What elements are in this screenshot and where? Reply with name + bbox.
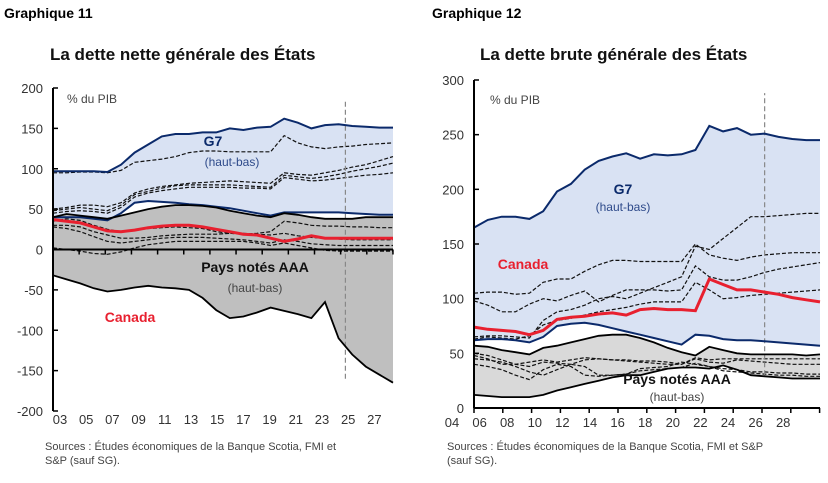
y-tick-label: 100 — [442, 292, 464, 307]
x-tick-label: 23 — [315, 412, 329, 427]
aaa-upper-line — [473, 333, 821, 357]
g7-member-line — [53, 134, 394, 174]
g7-label: G7 — [614, 181, 633, 197]
g7-member-line — [473, 243, 820, 295]
x-tick-label: 21 — [289, 412, 303, 427]
x-tick-label: 04 — [445, 415, 459, 430]
aaa-sublabel: (haut-bas) — [228, 281, 283, 295]
band-g7 — [53, 118, 393, 221]
y-unit-label: % du PIB — [490, 93, 540, 107]
aaa-upper-line — [52, 204, 393, 220]
aaa-member-line — [52, 218, 393, 235]
chart-title: La dette nette générale des États — [50, 45, 315, 64]
g7-member-line — [52, 172, 394, 214]
x-tick-label: 19 — [262, 412, 276, 427]
x-tick-label: 20 — [666, 415, 680, 430]
x-tick-label: 11 — [158, 412, 172, 427]
chart-2: Graphique 12 La dette brute générale des … — [432, 5, 821, 467]
aaa-sublabel: (haut-bas) — [650, 390, 705, 404]
canada-label: Canada — [105, 309, 156, 325]
y-tick-label: 50 — [450, 346, 464, 361]
x-tick-label: 08 — [500, 415, 514, 430]
g7-sublabel: (haut-bas) — [205, 155, 260, 169]
y-tick-label: 300 — [442, 73, 464, 88]
y-tick-label: 200 — [21, 81, 43, 96]
y-tick-label: -50 — [24, 283, 43, 298]
x-tick-label: 09 — [131, 412, 145, 427]
g7-label: G7 — [204, 133, 223, 149]
x-tick-label: 14 — [583, 415, 597, 430]
x-tick-label: 03 — [53, 412, 67, 427]
y-tick-label: 150 — [21, 121, 43, 136]
g7-lower-line — [473, 321, 821, 347]
g7-member-line — [52, 162, 394, 212]
y-tick-label: 50 — [29, 202, 43, 217]
aaa-label: Pays notés AAA — [623, 371, 731, 387]
aaa-label: Pays notés AAA — [201, 259, 309, 275]
x-tick-label: 05 — [79, 412, 93, 427]
x-tick-label: 16 — [610, 415, 624, 430]
y-tick-label: 200 — [442, 182, 464, 197]
x-tick-label: 25 — [341, 412, 355, 427]
y-unit-label: % du PIB — [67, 92, 117, 106]
sources-note: (sauf SG). — [447, 455, 497, 467]
y-tick-label: -200 — [17, 404, 43, 419]
x-tick-label: 10 — [528, 415, 542, 430]
y-tick-label: 100 — [21, 162, 43, 177]
chart-title: La dette brute générale des États — [480, 45, 747, 64]
y-tick-label: 0 — [36, 243, 43, 258]
x-tick-label: 15 — [210, 412, 224, 427]
g7-member-line — [52, 156, 394, 210]
aaa-lower-line — [473, 364, 820, 399]
g7-upper-line — [53, 117, 393, 174]
band-aaa — [474, 334, 820, 398]
aaa-lower-line — [52, 274, 394, 384]
canada-label: Canada — [498, 256, 549, 272]
aaa-member-line — [473, 352, 820, 368]
g7-sublabel: (haut-bas) — [596, 200, 651, 214]
y-tick-label: -100 — [17, 323, 43, 338]
x-tick-label: 22 — [693, 415, 707, 430]
chart-1: Graphique 11 La dette nette générale des … — [4, 5, 394, 467]
canada-line — [52, 218, 393, 243]
x-tick-label: 13 — [184, 412, 198, 427]
x-tick-label: 06 — [472, 415, 486, 430]
figure-label: Graphique 12 — [432, 5, 522, 21]
band-g7 — [474, 125, 820, 346]
aaa-member-line — [473, 358, 820, 376]
aaa-member-line — [52, 240, 393, 255]
x-tick-label: 24 — [721, 415, 735, 430]
sources-note: S&P (sauf SG). — [45, 455, 120, 467]
figure-label: Graphique 11 — [4, 5, 93, 21]
aaa-member-line — [473, 362, 820, 381]
g7-member-line — [473, 262, 821, 313]
aaa-member-line — [473, 354, 820, 365]
g7-lower-line — [53, 199, 393, 222]
x-tick-label: 26 — [748, 415, 762, 430]
y-tick-label: 250 — [442, 128, 464, 143]
x-tick-label: 17 — [236, 412, 250, 427]
x-tick-label: 07 — [105, 412, 119, 427]
canada-line — [473, 277, 821, 337]
sources-note: Sources : Études économiques de la Banqu… — [447, 440, 763, 453]
g7-upper-line — [473, 124, 820, 229]
x-tick-label: 27 — [367, 412, 381, 427]
x-tick-label: 28 — [776, 415, 790, 430]
y-tick-label: 150 — [442, 237, 464, 252]
x-tick-label: 18 — [638, 415, 652, 430]
x-tick-label: 12 — [555, 415, 569, 430]
y-tick-label: -150 — [17, 364, 43, 379]
sources-note: Sources : Études économiques de la Banqu… — [45, 440, 336, 453]
y-tick-label: 0 — [457, 401, 464, 416]
